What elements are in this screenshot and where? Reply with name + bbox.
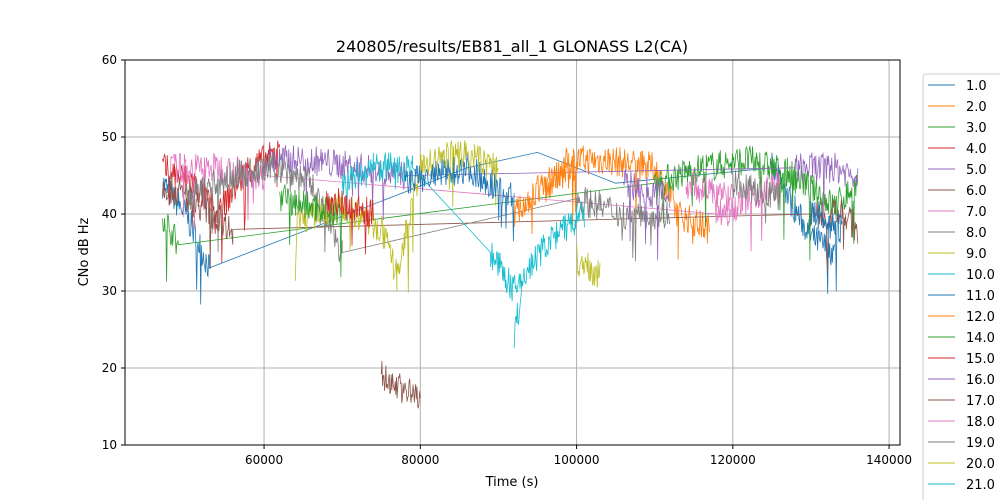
series-line-7.0 bbox=[169, 152, 781, 252]
chart-title: 240805/results/EB81_all_1 GLONASS L2(CA) bbox=[336, 37, 688, 57]
legend-label: 5.0 bbox=[966, 163, 987, 178]
x-tick-label: 140000 bbox=[866, 453, 912, 467]
legend-label: 9.0 bbox=[966, 247, 987, 262]
legend-label: 15.0 bbox=[966, 352, 995, 367]
legend-label: 10.0 bbox=[966, 268, 995, 283]
y-tick-label: 40 bbox=[102, 207, 117, 221]
legend-label: 17.0 bbox=[966, 394, 995, 409]
x-tick-label: 80000 bbox=[401, 453, 439, 467]
x-tick-label: 120000 bbox=[710, 453, 756, 467]
y-tick-label: 50 bbox=[102, 130, 117, 144]
series-line-11.0 bbox=[404, 153, 515, 242]
series-line-15.0 bbox=[326, 188, 374, 255]
series-line-22.0 bbox=[810, 201, 843, 292]
legend-label: 2.0 bbox=[966, 100, 987, 115]
legend-label: 21.0 bbox=[966, 478, 995, 493]
legend-label: 6.0 bbox=[966, 184, 987, 199]
legend-label: 1.0 bbox=[966, 79, 987, 94]
series-line-16.0 bbox=[623, 169, 671, 261]
series-line-2.0 bbox=[544, 145, 710, 260]
plot-frame bbox=[124, 59, 901, 446]
legend-label: 3.0 bbox=[966, 121, 987, 136]
y-tick-label: 20 bbox=[102, 361, 117, 375]
series-line-8.0 bbox=[185, 153, 671, 263]
legend-label: 19.0 bbox=[966, 436, 995, 451]
legend-label: 7.0 bbox=[966, 205, 987, 220]
y-tick-label: 10 bbox=[102, 438, 117, 452]
y-axis-label: CNo dB Hz bbox=[77, 217, 92, 286]
series-line-20.0 bbox=[576, 244, 601, 288]
legend-label: 11.0 bbox=[966, 289, 995, 304]
x-tick-label: 60000 bbox=[245, 453, 283, 467]
legend-label: 8.0 bbox=[966, 226, 987, 241]
y-tick-label: 60 bbox=[102, 53, 117, 67]
series-line-18.0 bbox=[685, 169, 734, 224]
series-line-19.0 bbox=[732, 169, 781, 224]
legend-label: 4.0 bbox=[966, 142, 987, 157]
series-line-21.0 bbox=[513, 280, 523, 349]
series-line-10.0 bbox=[341, 152, 585, 302]
legend-box bbox=[922, 73, 1000, 500]
series-line-12.0 bbox=[513, 155, 577, 235]
legend-label: 20.0 bbox=[966, 457, 995, 472]
series-line-17.0 bbox=[380, 361, 421, 410]
y-tick-label: 30 bbox=[102, 284, 117, 298]
legend-label: 14.0 bbox=[966, 331, 995, 346]
legend: 1.0 2.0 3.0 4.0 5.0 6.0 7.0 8.0 9.0 10.0 11.0 12.0 1… bbox=[922, 73, 1000, 500]
x-axis-label: Time (s) bbox=[485, 475, 539, 490]
series-line-14.0 bbox=[279, 184, 343, 278]
legend-label: 12.0 bbox=[966, 310, 995, 325]
x-tick-label: 100000 bbox=[554, 453, 600, 467]
series-line-6.0 bbox=[162, 173, 859, 271]
legend-label: 16.0 bbox=[966, 373, 995, 388]
legend-label: 18.0 bbox=[966, 415, 995, 430]
series-line-9.0 bbox=[294, 140, 499, 293]
